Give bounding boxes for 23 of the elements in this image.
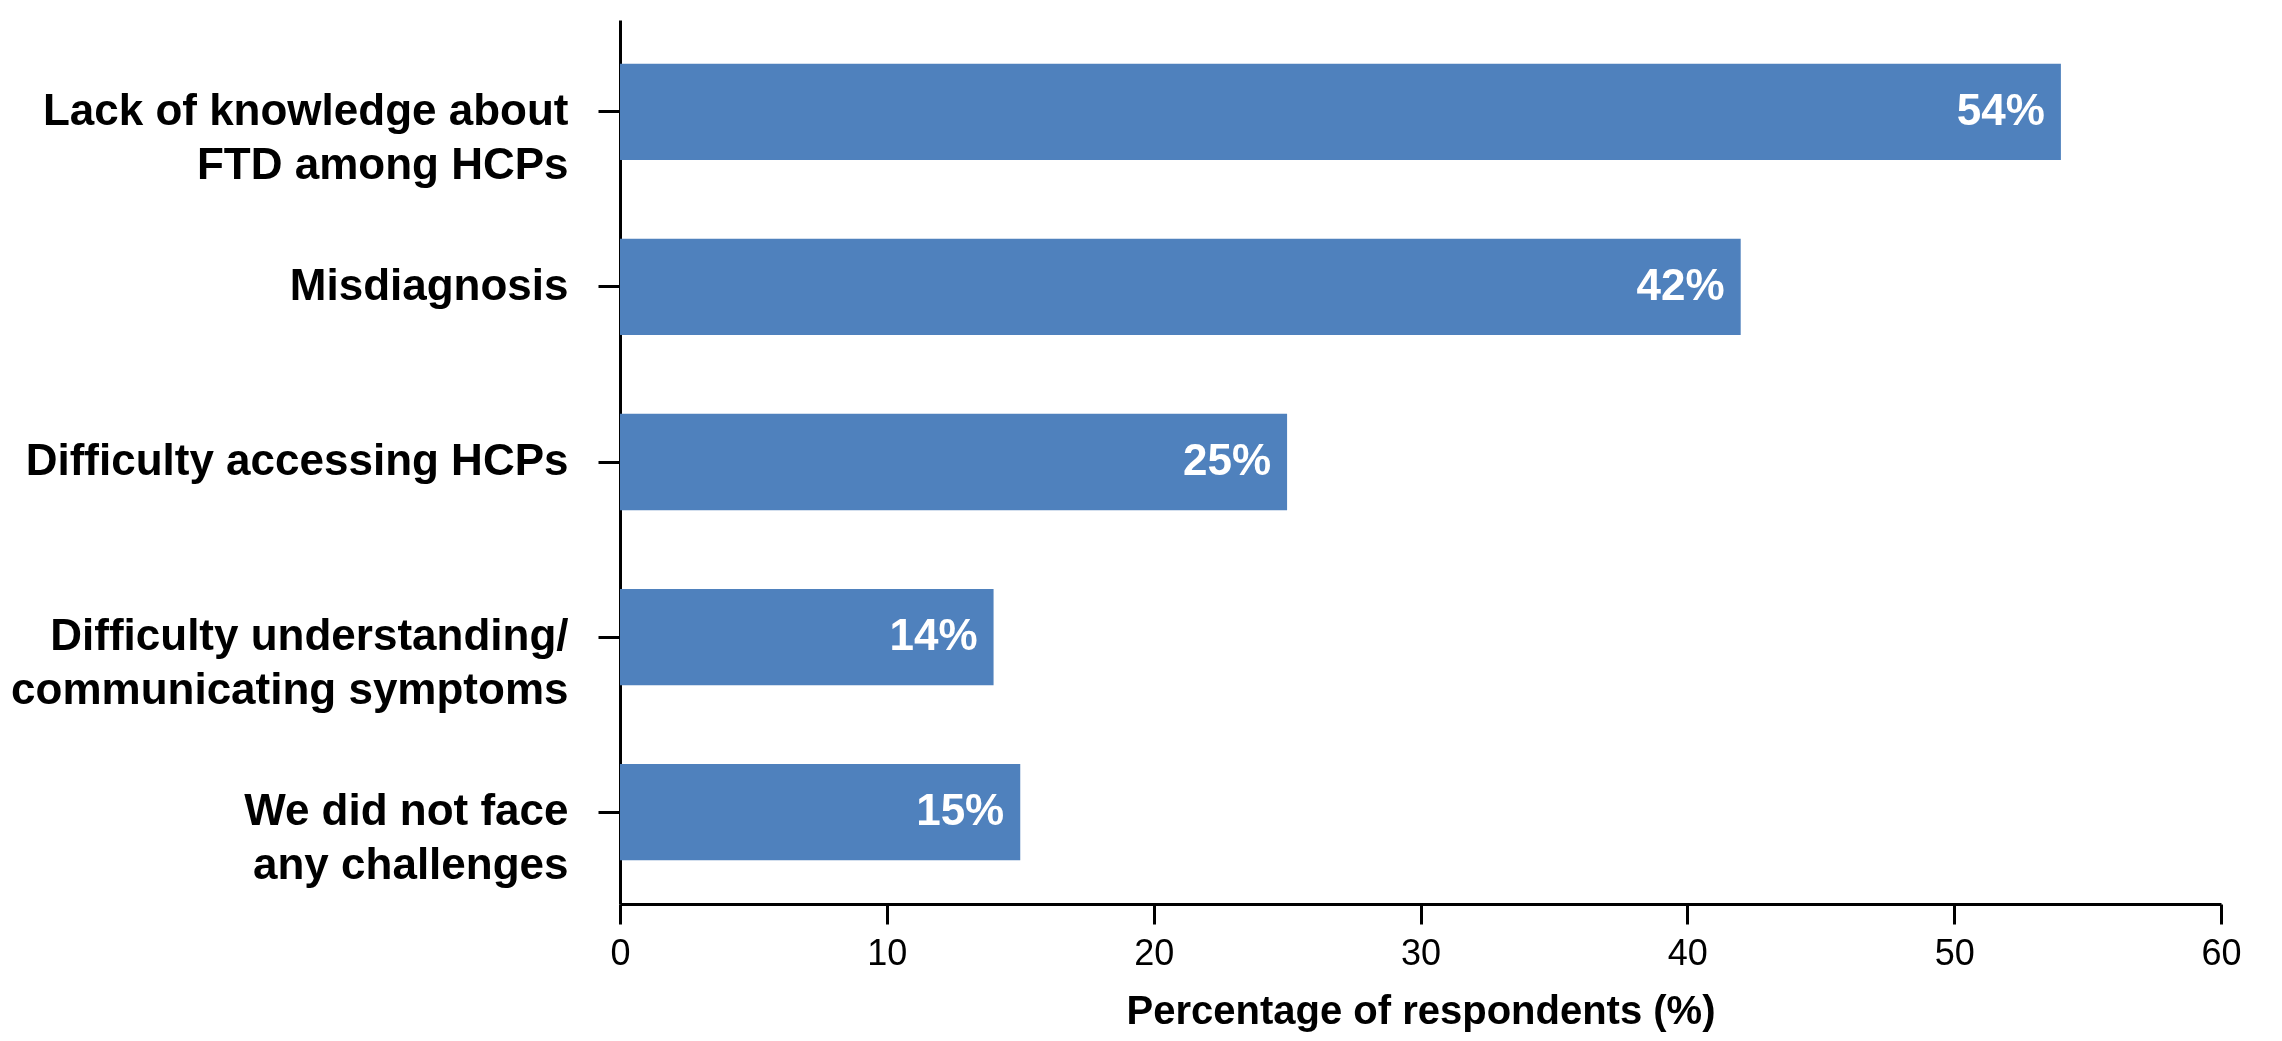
bar xyxy=(620,413,1288,511)
x-tick-label: 50 xyxy=(1934,931,1975,973)
x-tick-label: 0 xyxy=(610,931,631,973)
x-axis-title: Percentage of respondents (%) xyxy=(1126,987,1716,1032)
bar xyxy=(620,238,1741,336)
y-tick-label: Misdiagnosis xyxy=(289,259,569,309)
bar xyxy=(620,763,1021,861)
bar xyxy=(620,63,2061,161)
data-label: 25% xyxy=(1183,435,1272,484)
data-label: 54% xyxy=(1956,84,2045,134)
data-label: 15% xyxy=(916,785,1005,835)
data-label: 42% xyxy=(1636,259,1725,309)
bar xyxy=(620,588,994,686)
y-tick-label: Lack of knowledge about FTD among HCPs xyxy=(42,84,569,188)
data-label: 14% xyxy=(889,610,978,660)
x-tick-label: 40 xyxy=(1667,931,1708,973)
x-tick-label: 20 xyxy=(1134,931,1175,973)
y-tick-label: Difficulty understanding/ communicating symptoms xyxy=(11,610,569,714)
x-tick-label: 60 xyxy=(2201,931,2242,973)
y-tick-label: We did not face any challenges xyxy=(244,785,569,889)
y-tick-label: Difficulty accessing HCPs xyxy=(25,435,569,484)
x-tick-label: 30 xyxy=(1400,931,1442,973)
x-tick-label: 10 xyxy=(867,931,908,973)
